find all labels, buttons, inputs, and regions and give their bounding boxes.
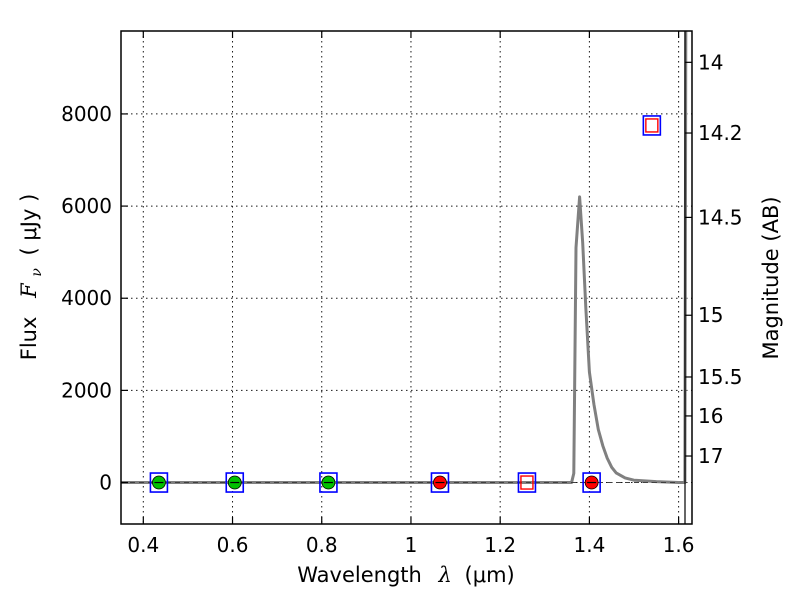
model-photometry-square	[225, 472, 245, 493]
mag-tick-label: 15.5	[698, 365, 743, 389]
model-photometry-square	[517, 472, 537, 493]
mag-tick-label: 14.2	[698, 121, 743, 145]
y-axis-symbol: F	[17, 282, 41, 299]
ticks: 0.4 0.6 0.8 1 1.2 1.4 1.6 0 2000 4000 6000 8000 14 14…	[61, 31, 743, 557]
upper-limit-marker	[645, 118, 659, 133]
model-photometry-square	[582, 472, 601, 493]
model-photometry-square	[319, 472, 338, 493]
x-tick-label: 0.4	[127, 533, 159, 557]
mag-tick-label: 16	[698, 404, 723, 428]
model-photometry-square	[430, 472, 450, 493]
y-tick-label: 6000	[61, 194, 112, 218]
y-tick-label: 2000	[61, 378, 112, 402]
grid	[121, 31, 692, 524]
x-tick-label: 0.6	[217, 533, 249, 557]
x-tick-label: 1.4	[573, 533, 605, 557]
x-tick-label: 0.8	[306, 533, 338, 557]
y2-axis-label: Magnitude (AB)	[759, 196, 783, 359]
plot-frame	[120, 30, 693, 525]
mag-tick-label: 15	[698, 303, 723, 327]
y-tick-label: 8000	[61, 102, 112, 126]
y-axis-label: Flux F ν ( μJy )	[17, 194, 46, 361]
x-tick-label: 1	[405, 533, 418, 557]
x-axis-label: Wavelength λ (μm)	[297, 563, 514, 587]
x-axis-symbol: λ	[438, 563, 452, 587]
x-axis-label-text: Wavelength	[297, 563, 422, 587]
x-tick-label: 1.2	[484, 533, 516, 557]
mag-tick-label: 14	[698, 50, 723, 74]
mag-tick-label: 17	[698, 444, 723, 468]
x-tick-label: 1.6	[663, 533, 695, 557]
y-axis-unit: ( μJy )	[17, 194, 41, 256]
model-photometry-square	[149, 472, 169, 493]
model-photometry-square	[642, 115, 662, 136]
mag-tick-label: 14.5	[698, 205, 743, 229]
series-layer	[121, 30, 688, 493]
y-axis-label-text: Flux	[17, 317, 41, 361]
x-axis-unit: (μm)	[465, 563, 515, 587]
y-tick-label: 4000	[61, 286, 112, 310]
upper-limit-marker	[520, 475, 534, 490]
y-axis-subscript: ν	[29, 268, 45, 277]
model-sed-line	[121, 30, 688, 484]
y-tick-label: 0	[99, 471, 112, 495]
